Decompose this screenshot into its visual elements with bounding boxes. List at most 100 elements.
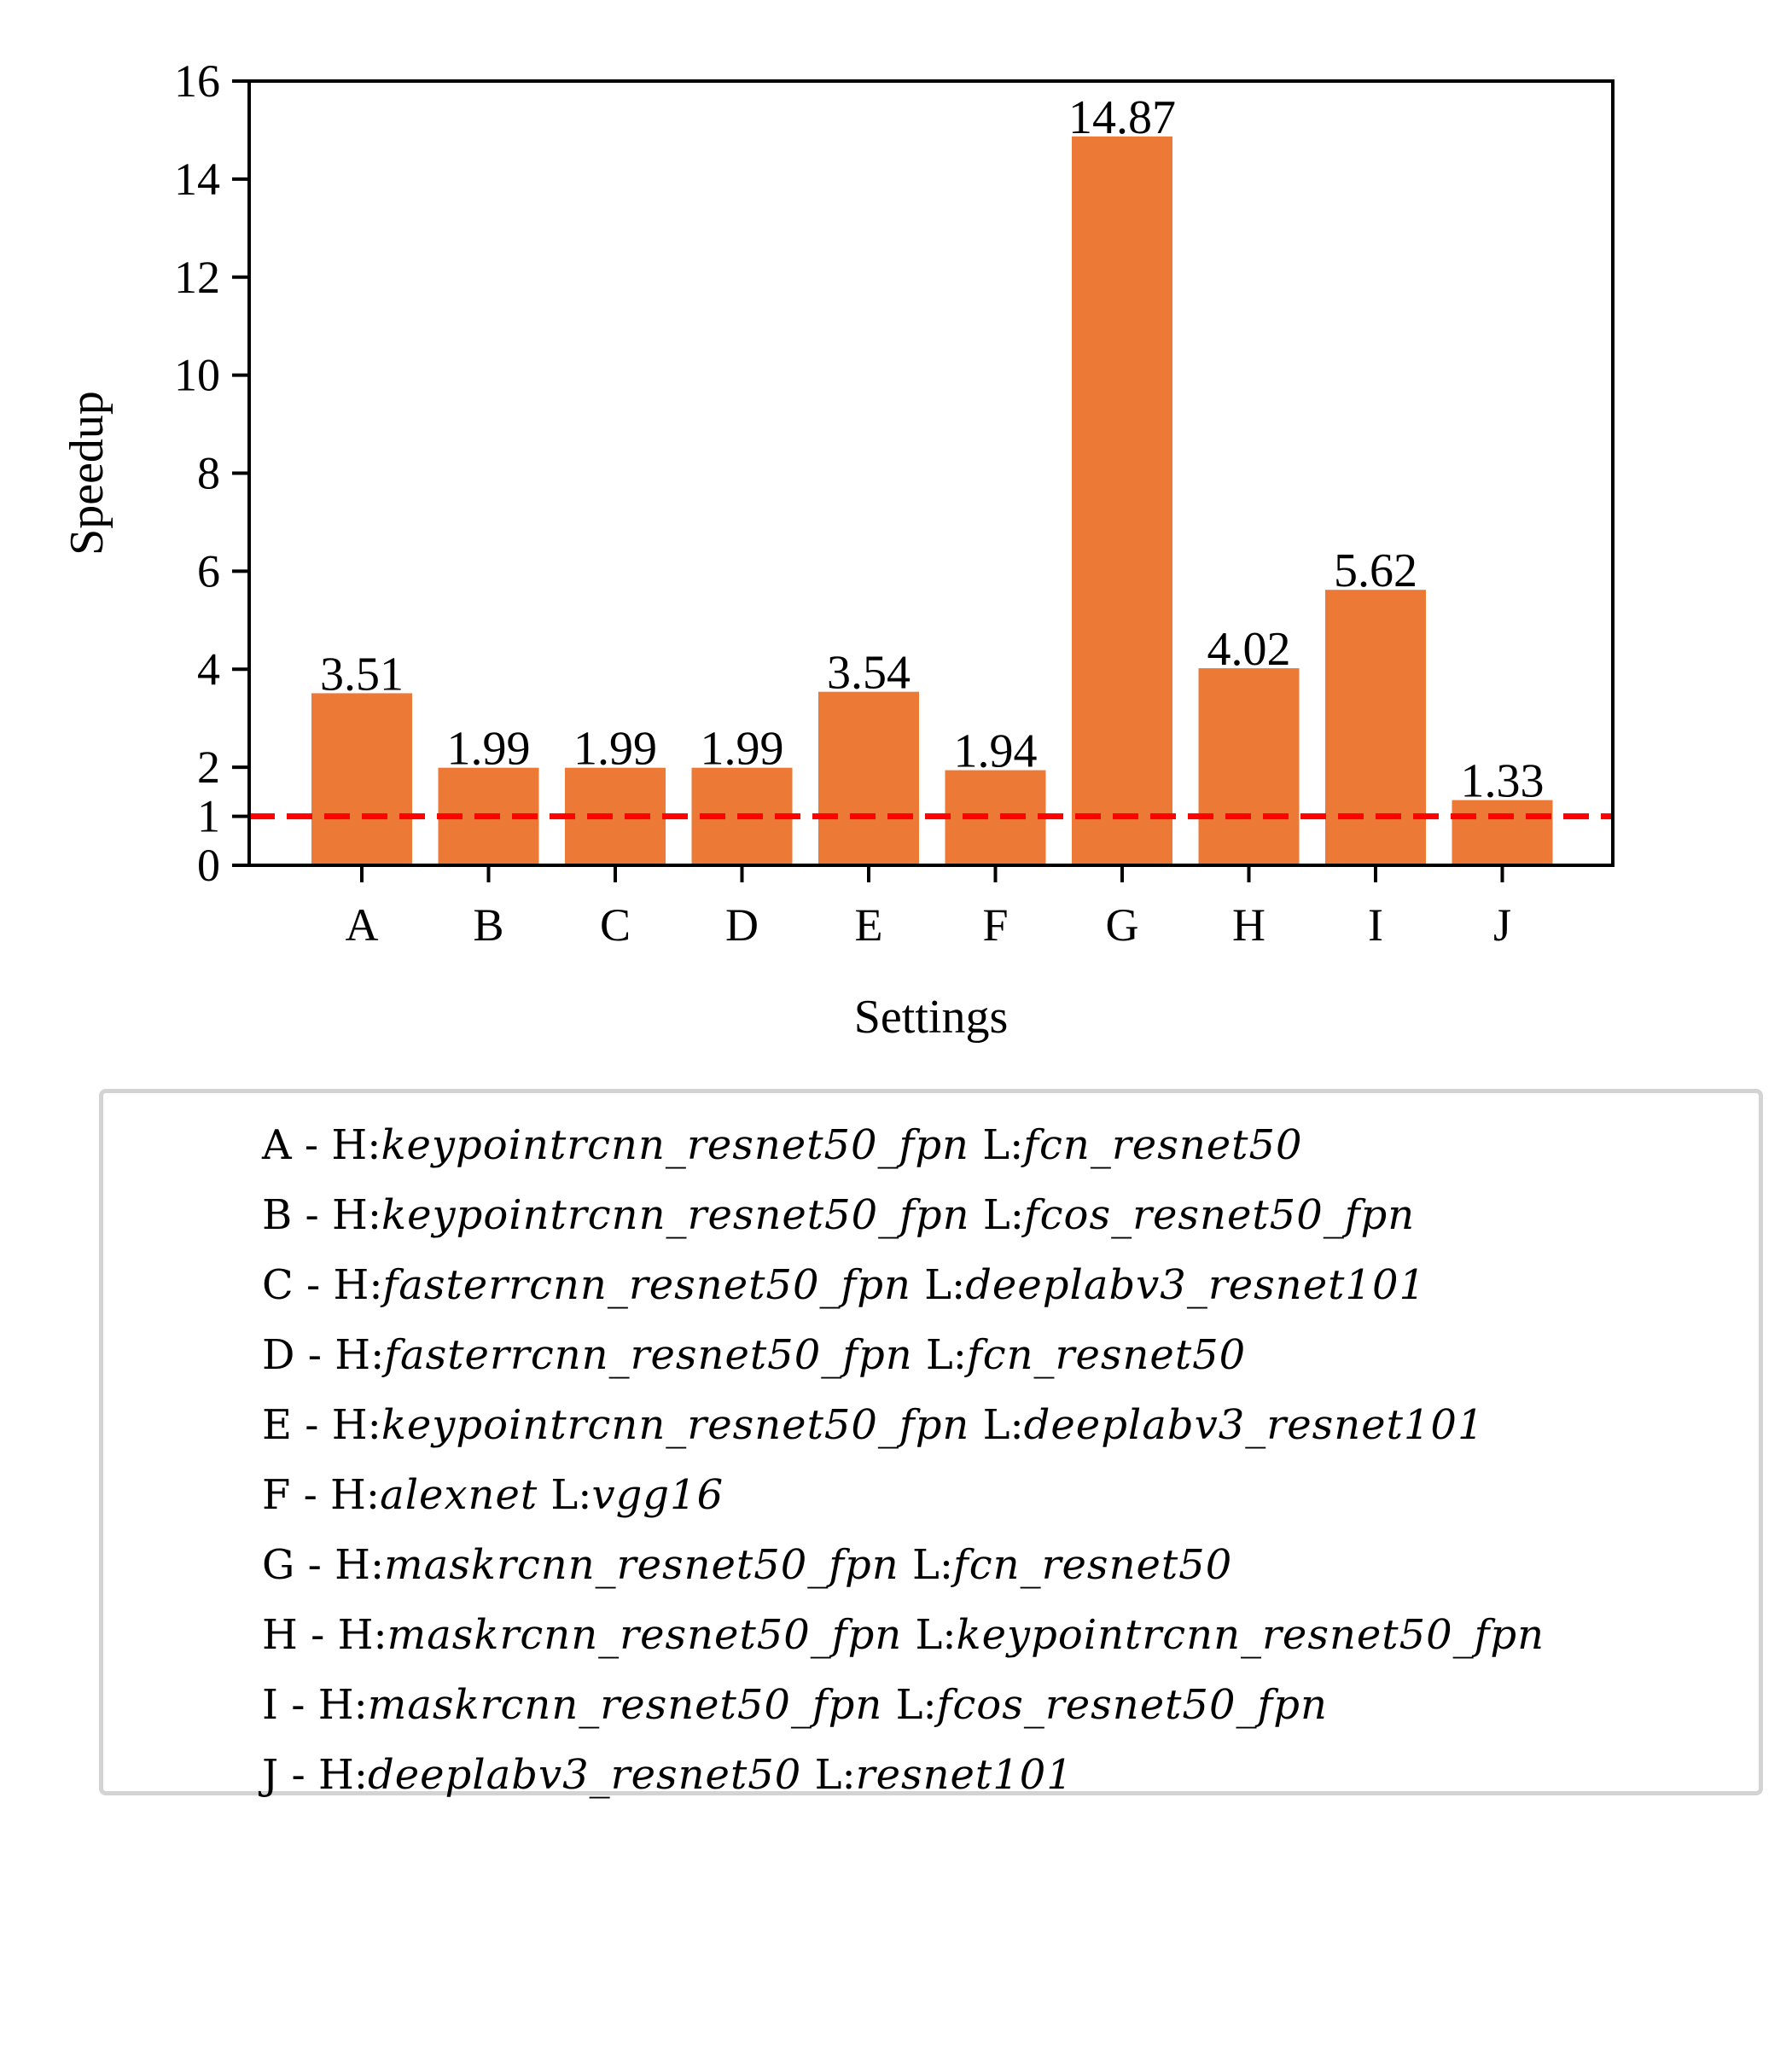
y-tick-label-6: 6 <box>197 545 220 596</box>
legend-l-prefix: L: <box>969 1191 1024 1239</box>
y-tick-label-0: 0 <box>197 840 220 891</box>
legend-l-model: resnet101 <box>855 1751 1073 1799</box>
bar-f <box>945 770 1046 865</box>
bar-value-label-b: 1.99 <box>447 723 531 776</box>
x-axis-title: Settings <box>854 991 1008 1044</box>
legend-l-model: fcos_resnet50_fpn <box>1023 1191 1416 1239</box>
bars-group <box>311 136 1553 866</box>
legend-l-model: deeplabv3_resnet101 <box>1023 1401 1485 1449</box>
x-tick-label-j: J <box>1493 899 1511 951</box>
legend-l-prefix: L: <box>912 1331 967 1379</box>
bar-value-label-d: 1.99 <box>701 723 784 776</box>
legend-h-model: fasterrcnn_resnet50_fpn <box>382 1261 911 1309</box>
legend-h-model: keypointrcnn_resnet50_fpn <box>381 1191 970 1239</box>
bar-g <box>1072 136 1172 866</box>
legend-h-prefix: - H: <box>290 1471 381 1519</box>
legend-l-model: deeplabv3_resnet101 <box>965 1261 1427 1309</box>
y-tick-label-1: 1 <box>197 791 220 842</box>
y-tick-label-4: 4 <box>197 643 220 695</box>
legend-entry-e: E - H:keypointrcnn_resnet50_fpn L:deepla… <box>262 1390 1545 1460</box>
bar-e <box>818 691 919 865</box>
legend-l-prefix: L: <box>538 1471 592 1519</box>
legend-h-prefix: - H: <box>278 1751 369 1799</box>
y-tick-label-10: 10 <box>174 350 220 401</box>
legend-entry-j: J - H:deeplabv3_resnet50 L:resnet101 <box>262 1740 1545 1810</box>
legend-l-model: keypointrcnn_resnet50_fpn <box>956 1611 1545 1659</box>
bar-j <box>1452 800 1553 865</box>
legend-l-prefix: L: <box>969 1121 1024 1169</box>
legend-h-model: maskrcnn_resnet50_fpn <box>367 1681 883 1729</box>
x-tick-label-b: B <box>473 899 503 951</box>
legend-key: B <box>262 1191 293 1239</box>
legend-key: A <box>262 1121 292 1169</box>
y-axis-title: Speedup <box>61 391 113 556</box>
y-tick-label-8: 8 <box>197 448 220 499</box>
bar-value-label-a: 3.51 <box>320 648 404 701</box>
x-tick-label-h: H <box>1232 899 1265 951</box>
bar-value-label-e: 3.54 <box>827 647 911 700</box>
bar-h <box>1198 668 1300 865</box>
legend-key: I <box>262 1681 278 1729</box>
legend-list: A - H:keypointrcnn_resnet50_fpn L:fcn_re… <box>262 1110 1545 1810</box>
legend-key: G <box>262 1541 295 1589</box>
x-tick-label-i: I <box>1368 899 1383 951</box>
bar-value-label-j: 1.33 <box>1461 755 1545 808</box>
x-tick-label-f: F <box>982 899 1008 951</box>
legend-h-model: fasterrcnn_resnet50_fpn <box>384 1331 913 1379</box>
legend-l-model: fcos_resnet50_fpn <box>936 1681 1328 1729</box>
legend-entry-h: H - H:maskrcnn_resnet50_fpn L:keypointrc… <box>262 1600 1545 1670</box>
legend-l-prefix: L: <box>911 1261 966 1309</box>
y-tick-label-12: 12 <box>174 252 220 303</box>
legend-h-prefix: - H: <box>291 1121 381 1169</box>
legend-h-model: maskrcnn_resnet50_fpn <box>384 1541 899 1589</box>
speedup-bar-chart: 3.51 1.99 1.99 1.99 3.54 1.94 14.87 4.02 5.62 1.3… <box>61 55 1615 1044</box>
legend-entry-b: B - H:keypointrcnn_resnet50_fpn L:fcos_r… <box>262 1180 1545 1250</box>
legend-h-prefix: - H: <box>293 1261 383 1309</box>
legend-h-prefix: - H: <box>292 1401 381 1449</box>
legend-box: A - H:keypointrcnn_resnet50_fpn L:fcn_re… <box>99 1089 1763 1799</box>
y-tick-label-2: 2 <box>197 742 220 793</box>
legend-h-prefix: - H: <box>294 1541 385 1589</box>
legend-h-prefix: - H: <box>277 1681 368 1729</box>
legend-h-model: keypointrcnn_resnet50_fpn <box>381 1401 970 1449</box>
legend-key: E <box>262 1401 293 1449</box>
bar-a <box>311 693 412 865</box>
legend-l-model: fcn_resnet50 <box>1023 1121 1303 1169</box>
legend-entry-c: C - H:fasterrcnn_resnet50_fpn L:deeplabv… <box>262 1250 1545 1320</box>
plot-frame <box>247 79 1615 867</box>
legend-h-prefix: - H: <box>294 1331 385 1379</box>
x-tick-label-c: C <box>600 899 631 951</box>
legend-l-model: fcn_resnet50 <box>953 1541 1233 1589</box>
y-tick-label-14: 14 <box>174 154 220 205</box>
bar-c <box>565 767 666 865</box>
legend-h-prefix: - H: <box>292 1191 382 1239</box>
legend-key: F <box>262 1471 291 1519</box>
legend-entry-d: D - H:fasterrcnn_resnet50_fpn L:fcn_resn… <box>262 1320 1545 1390</box>
legend-l-prefix: L: <box>801 1751 856 1799</box>
legend-entry-g: G - H:maskrcnn_resnet50_fpn L:fcn_resnet… <box>262 1530 1545 1600</box>
legend-key: C <box>262 1261 294 1309</box>
legend-l-prefix: L: <box>902 1611 957 1659</box>
bar-value-label-h: 4.02 <box>1207 623 1291 676</box>
x-tick-label-a: A <box>346 899 379 951</box>
bar-value-label-g: 14.87 <box>1068 91 1176 144</box>
bar-value-label-i: 5.62 <box>1334 544 1417 597</box>
legend-h-model: maskrcnn_resnet50_fpn <box>387 1611 903 1659</box>
legend-entry-a: A - H:keypointrcnn_resnet50_fpn L:fcn_re… <box>262 1110 1545 1180</box>
legend-l-prefix: L: <box>969 1401 1024 1449</box>
bar-value-label-c: 1.99 <box>573 723 657 776</box>
legend-entry-i: I - H:maskrcnn_resnet50_fpn L:fcos_resne… <box>262 1670 1545 1740</box>
x-tick-label-g: G <box>1106 899 1139 951</box>
y-tick-label-16: 16 <box>174 55 220 107</box>
x-tick-label-d: D <box>725 899 759 951</box>
legend-h-model: deeplabv3_resnet50 <box>368 1751 802 1799</box>
bar-labels-group: 3.51 1.99 1.99 1.99 3.54 1.94 14.87 4.02 5.62 1.3… <box>320 91 1545 808</box>
legend-l-model: fcn_resnet50 <box>966 1331 1247 1379</box>
legend-l-model: vgg16 <box>591 1471 724 1519</box>
legend-h-prefix: - H: <box>297 1611 387 1659</box>
legend-h-model: alexnet <box>380 1471 538 1519</box>
legend-key: D <box>262 1331 295 1379</box>
x-axis: A B C D E F G H I J <box>346 865 1511 951</box>
legend-h-model: keypointrcnn_resnet50_fpn <box>381 1121 969 1169</box>
